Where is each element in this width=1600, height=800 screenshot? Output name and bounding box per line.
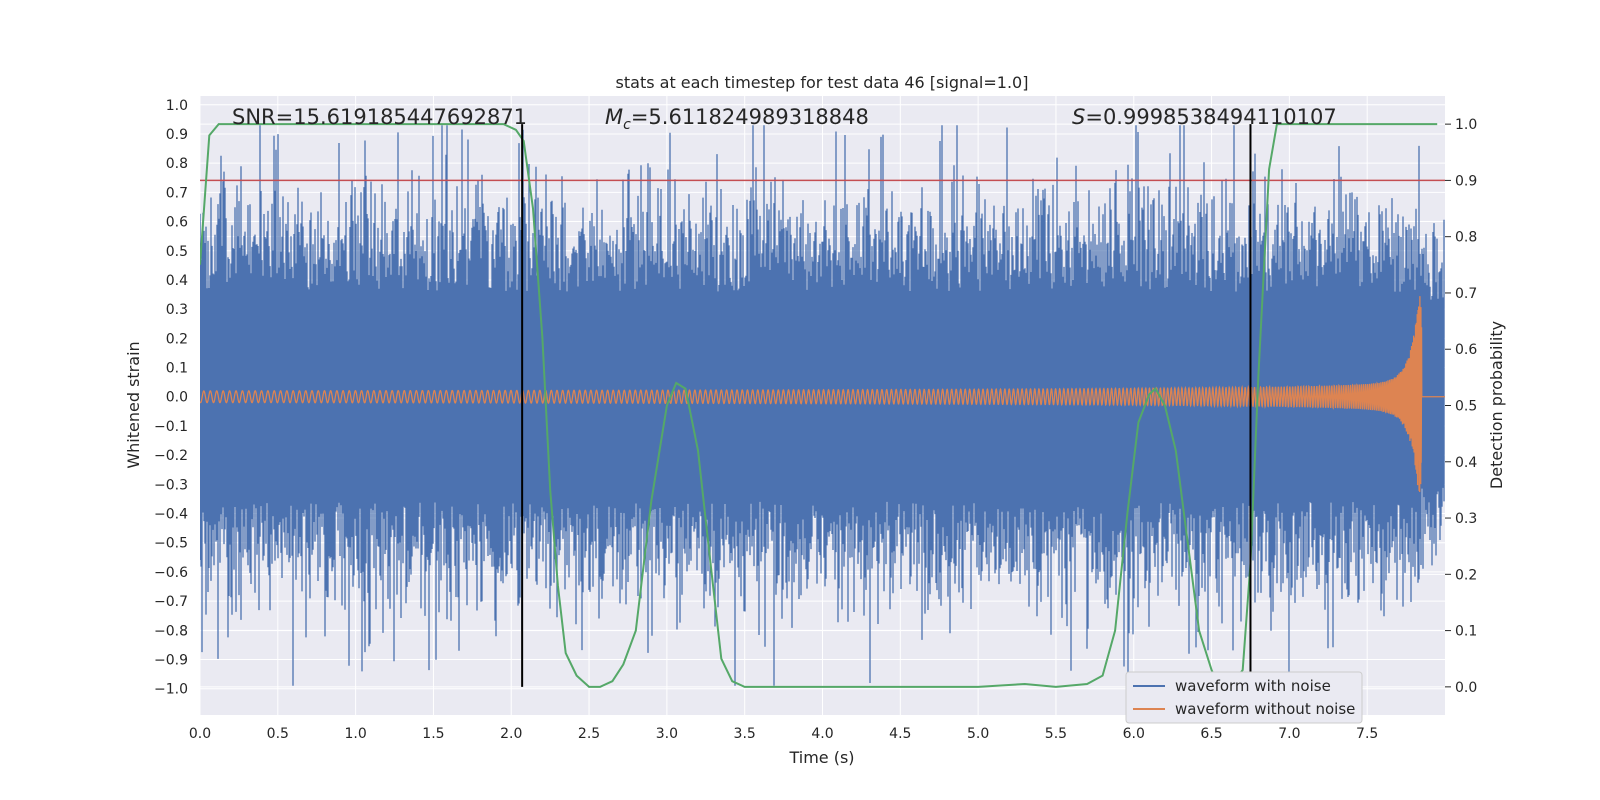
series-waveform-without-noise [200,296,1445,492]
axes: 0.0 0.5 1.0 1.5 2.0 2.5 3.0 3.5 4.0 4.5 5.0 5.5 6.0 6… [154,98,1477,742]
snr-annotation: SNR=15.619185447692871 [232,105,527,129]
y-tick-label: 0.9 [166,127,188,143]
x-tick-label: 0.5 [267,726,289,742]
y2-tick-label: 0.2 [1455,567,1477,583]
x-tick-label: 1.5 [422,726,444,742]
y2-tick-label: 0.5 [1455,399,1477,415]
y-tick-label: −0.5 [154,536,188,552]
mc-symbol: M [605,105,623,129]
y-tick-label: −0.4 [154,507,188,523]
x-tick-label: 2.0 [500,726,522,742]
x-tick-label: 3.5 [734,726,756,742]
y2-tick-label: 0.0 [1455,680,1477,696]
y-tick-label: 0.0 [166,390,188,406]
mc-subscript: c [623,117,631,133]
mc-annotation: Mc=5.611824989318848 [605,105,869,133]
x-tick-label: 1.0 [344,726,366,742]
y-tick-label: 0.5 [166,244,188,260]
y-axis-label: Whitened strain [124,341,143,468]
y-tick-label: 0.6 [166,215,188,231]
y-tick-label: 0.1 [166,361,188,377]
y2-axis-label: Detection probability [1487,321,1506,489]
legend-box [1125,671,1363,724]
x-tick-label: 6.5 [1200,726,1222,742]
y-tick-label: −0.9 [154,653,188,669]
y-tick-label: −0.7 [154,594,188,610]
y2-tick-label: 0.1 [1455,624,1477,640]
y2-tick-label: 0.9 [1455,173,1477,189]
legend-label-signal: waveform without noise [1175,700,1355,718]
legend-label-noise: waveform with noise [1175,677,1331,695]
x-tick-label: 3.0 [656,726,678,742]
y-tick-label: 0.8 [166,156,188,172]
y2-tick-label: 0.4 [1455,455,1477,471]
mc-value: =5.611824989318848 [631,105,869,129]
y-tick-label: 1.0 [166,98,188,114]
s-value: =0.9998538494110107 [1085,105,1336,129]
y2-tick-label: 0.6 [1455,342,1477,358]
y2-tick-label: 0.8 [1455,230,1477,246]
y2-tick-label: 0.3 [1455,511,1477,527]
y-tick-label: 0.7 [166,185,188,201]
x-tick-label: 4.0 [811,726,833,742]
x-tick-label: 2.5 [578,726,600,742]
y-tick-label: −1.0 [154,682,188,698]
x-tick-label: 0.0 [189,726,211,742]
x-tick-label: 7.5 [1356,726,1378,742]
y-tick-label: −0.8 [154,623,188,639]
y-tick-label: 0.4 [166,273,188,289]
y2-tick-label: 1.0 [1455,117,1477,133]
y-tick-label: −0.6 [154,565,188,581]
x-tick-label: 6.0 [1123,726,1145,742]
y-tick-label: 0.2 [166,331,188,347]
x-tick-label: 7.0 [1278,726,1300,742]
chart-title: stats at each timestep for test data 46 … [616,73,1029,92]
x-tick-label: 4.5 [889,726,911,742]
y-tick-label: −0.1 [154,419,188,435]
s-annotation: S=0.9998538494110107 [1072,105,1337,129]
y-tick-label: −0.3 [154,477,188,493]
y2-tick-label: 0.7 [1455,286,1477,302]
y-tick-label: 0.3 [166,302,188,318]
x-axis-label: Time (s) [788,748,854,767]
y-tick-label: −0.2 [154,448,188,464]
x-tick-label: 5.0 [967,726,989,742]
x-tick-label: 5.5 [1045,726,1067,742]
s-symbol: S [1072,105,1085,129]
legend: waveform with noise waveform without noi… [1125,671,1363,724]
